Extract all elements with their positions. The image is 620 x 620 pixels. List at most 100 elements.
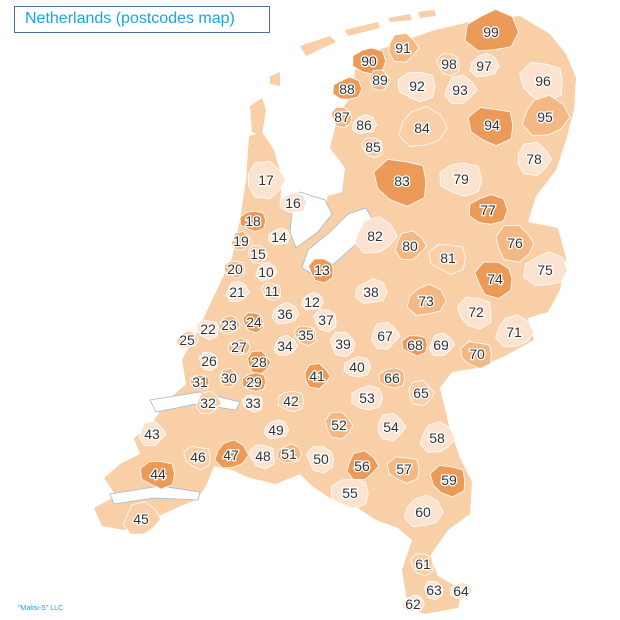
region-58[interactable] (419, 421, 457, 453)
region-95[interactable] (521, 94, 571, 137)
region-80[interactable] (394, 230, 428, 261)
region-33[interactable] (241, 394, 263, 413)
region-83[interactable] (373, 158, 427, 207)
region-75[interactable] (523, 251, 568, 286)
region-50[interactable] (306, 446, 334, 474)
region-29[interactable] (241, 372, 267, 392)
region-77[interactable] (468, 194, 508, 225)
region-85[interactable] (361, 137, 383, 159)
region-70[interactable] (459, 341, 492, 370)
region-40[interactable] (343, 355, 371, 378)
postcode-label-60: 60 (415, 504, 431, 520)
region-84[interactable] (398, 106, 448, 147)
postcode-label-64: 64 (453, 583, 469, 599)
region-97[interactable] (469, 52, 500, 78)
region-12[interactable] (300, 291, 324, 311)
region-89[interactable] (369, 69, 392, 92)
region-61[interactable] (409, 553, 434, 577)
region-16[interactable] (279, 191, 307, 214)
region-47[interactable] (214, 439, 250, 469)
region-53[interactable] (351, 385, 384, 411)
region-56[interactable] (346, 450, 380, 481)
postcode-label-42: 42 (283, 393, 299, 409)
region-18[interactable] (239, 210, 267, 232)
region-81[interactable] (428, 243, 466, 275)
region-65[interactable] (408, 380, 435, 407)
region-14[interactable] (267, 227, 291, 246)
region-99[interactable] (464, 8, 520, 52)
region-93[interactable] (444, 74, 478, 104)
region-49[interactable] (263, 419, 290, 440)
region-98[interactable] (436, 53, 460, 77)
region-23[interactable] (218, 314, 241, 334)
region-35[interactable] (293, 325, 317, 347)
region-92[interactable] (397, 71, 436, 103)
region-13[interactable] (308, 258, 334, 284)
region-51[interactable] (276, 443, 302, 463)
region-10[interactable] (255, 261, 278, 281)
region-41[interactable] (304, 363, 331, 390)
postcode-label-61: 61 (415, 556, 431, 572)
region-31[interactable] (190, 374, 210, 391)
region-36[interactable] (271, 301, 300, 325)
region-28[interactable] (247, 350, 272, 375)
region-43[interactable] (139, 420, 167, 447)
region-63[interactable] (423, 580, 444, 601)
region-30[interactable] (219, 368, 240, 388)
region-57[interactable] (386, 456, 420, 484)
region-62[interactable] (401, 594, 425, 613)
region-69[interactable] (428, 332, 455, 356)
region-32[interactable] (195, 390, 222, 415)
postcode-label-94: 94 (484, 117, 500, 133)
postcode-label-41: 41 (309, 368, 325, 384)
region-27[interactable] (227, 337, 251, 356)
region-24[interactable] (242, 312, 264, 334)
region-21[interactable] (225, 280, 250, 302)
region-37[interactable] (313, 309, 337, 333)
region-20[interactable] (223, 260, 246, 279)
region-19[interactable] (231, 230, 253, 251)
region-52[interactable] (324, 411, 354, 440)
region-34[interactable] (273, 334, 298, 356)
postcode-label-59: 59 (441, 472, 457, 488)
region-79[interactable] (439, 162, 483, 197)
region-55[interactable] (330, 478, 369, 510)
region-59[interactable] (429, 465, 466, 498)
postcode-label-56: 56 (354, 458, 370, 474)
region-64[interactable] (449, 581, 473, 600)
postcode-label-76: 76 (507, 235, 523, 251)
region-60[interactable] (403, 494, 444, 528)
postcode-label-15: 15 (250, 246, 266, 262)
region-72[interactable] (456, 296, 492, 330)
region-22[interactable] (195, 319, 219, 341)
region-78[interactable] (517, 141, 553, 177)
region-38[interactable] (355, 278, 388, 304)
region-11[interactable] (261, 282, 282, 302)
region-86[interactable] (351, 114, 378, 135)
region-88[interactable] (332, 76, 363, 100)
region-48[interactable] (248, 444, 275, 470)
postcode-label-22: 22 (200, 321, 216, 337)
region-68[interactable] (401, 335, 428, 357)
region-54[interactable] (377, 412, 407, 441)
region-66[interactable] (378, 367, 406, 389)
postcode-label-44: 44 (150, 466, 166, 482)
region-46[interactable] (183, 445, 211, 471)
region-15[interactable] (247, 244, 268, 265)
region-67[interactable] (371, 321, 401, 350)
region-26[interactable] (198, 351, 219, 372)
region-91[interactable] (388, 32, 420, 63)
region-94[interactable] (467, 107, 514, 147)
region-39[interactable] (329, 331, 356, 358)
region-45[interactable] (122, 501, 162, 535)
region-42[interactable] (277, 390, 305, 412)
region-17[interactable] (247, 160, 287, 200)
region-82[interactable] (354, 216, 398, 254)
region-71[interactable] (495, 314, 535, 348)
region-73[interactable] (406, 283, 447, 316)
region-44[interactable] (139, 460, 176, 490)
region-76[interactable] (495, 224, 535, 263)
region-25[interactable] (175, 330, 199, 349)
region-74[interactable] (474, 261, 513, 299)
region-87[interactable] (330, 106, 353, 129)
